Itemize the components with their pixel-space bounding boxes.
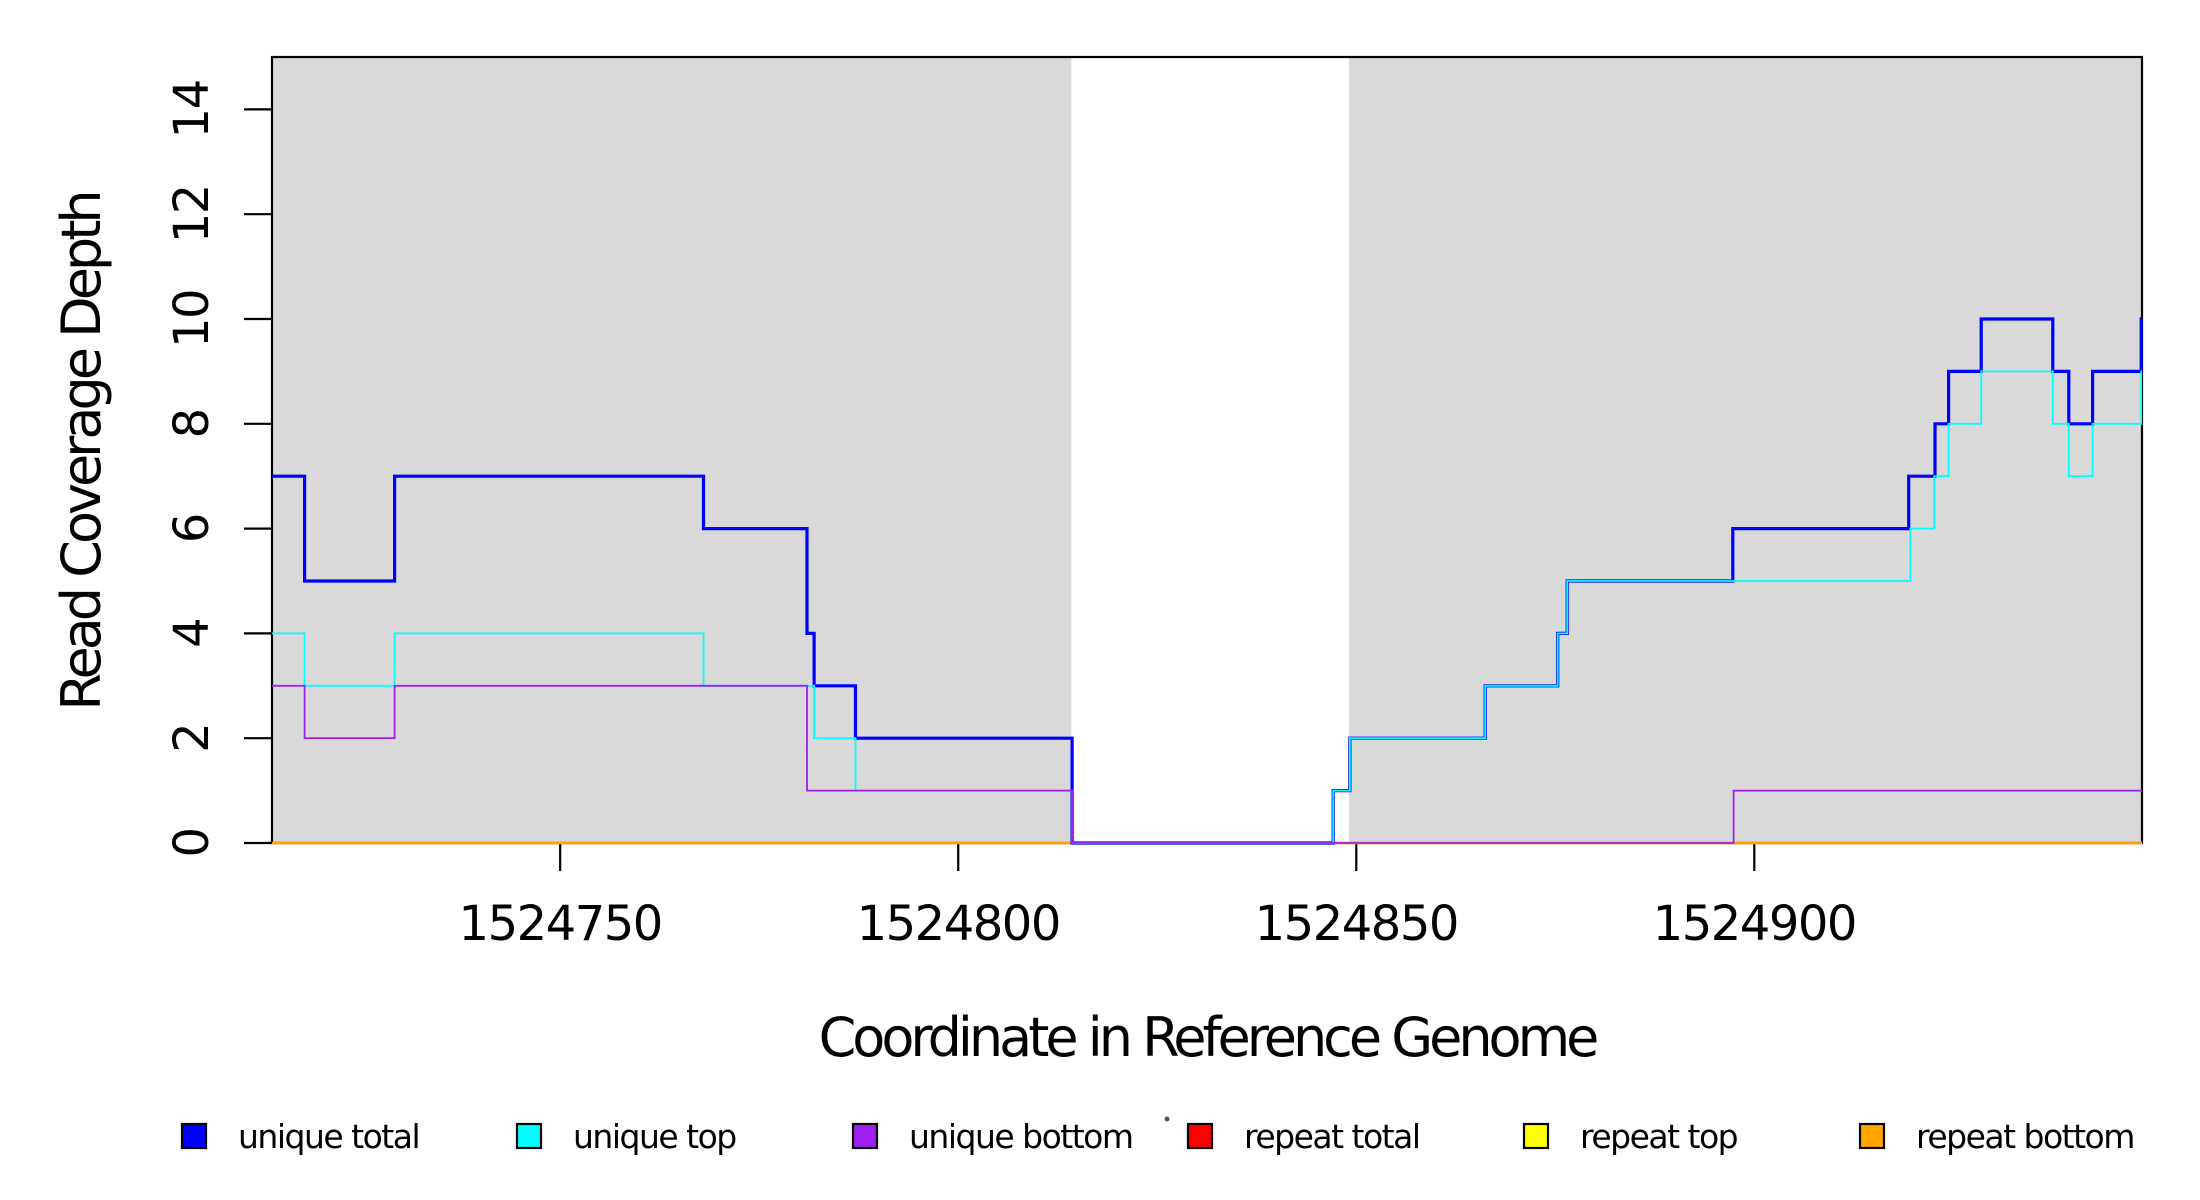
- legend-swatch-unique-top: [515, 1122, 543, 1150]
- y-axis: 0 2 4 6 8 10 12 14: [164, 80, 272, 858]
- series-line-unique-bottom: [272, 684, 2142, 844]
- legend-swatch-repeat-total: [1186, 1122, 1214, 1150]
- legend-swatch-unique-total: [180, 1122, 208, 1150]
- x-axis: 1524750 1524800 1524850 1524900: [459, 843, 1857, 952]
- y-tick-label: 2: [164, 724, 220, 753]
- legend-item-unique-total: unique total: [180, 1117, 421, 1156]
- legend-item-repeat-total: repeat total: [1186, 1117, 1421, 1156]
- legend-swatch-repeat-top: [1522, 1122, 1550, 1150]
- y-tick-label: 0: [164, 828, 220, 857]
- x-tick-label: 1524850: [1255, 896, 1458, 952]
- legend-swatch-repeat-bottom: [1858, 1122, 1886, 1150]
- y-tick-label: 14: [164, 80, 220, 138]
- legend-item-repeat-top: repeat top: [1522, 1117, 1739, 1156]
- y-tick-label: 10: [164, 290, 220, 348]
- legend-label-repeat-top: repeat top: [1580, 1117, 1738, 1156]
- y-tick-label: 6: [164, 514, 220, 543]
- legend-swatch-unique-bottom: [851, 1122, 879, 1150]
- y-axis-title: Read Coverage Depth: [50, 193, 113, 710]
- unique-region-right: [1349, 58, 2142, 843]
- shaded-regions-layer: [272, 58, 2142, 843]
- y-tick-label: 8: [164, 409, 220, 438]
- legend-label-repeat-bottom: repeat bottom: [1916, 1117, 2134, 1156]
- unique-region-left: [272, 58, 1072, 843]
- x-tick-label: 1524800: [857, 896, 1060, 952]
- x-axis-title: Coordinate in Reference Genome: [819, 1006, 1598, 1069]
- legend-label-unique-bottom: unique bottom: [909, 1117, 1133, 1156]
- legend-label-repeat-total: repeat total: [1244, 1117, 1420, 1156]
- legend-item-unique-bottom: unique bottom: [851, 1117, 1134, 1156]
- legend-item-repeat-bottom: repeat bottom: [1858, 1117, 2135, 1156]
- annotation-layer: [1164, 1116, 1170, 1122]
- legend: unique total unique top unique bottom repea…: [180, 1117, 2135, 1156]
- y-tick-label: 12: [164, 185, 220, 243]
- y-tick-label: 4: [164, 619, 220, 648]
- legend-label-unique-total: unique total: [238, 1117, 419, 1156]
- series-layer: [272, 317, 2143, 845]
- x-tick-label: 1524900: [1653, 896, 1856, 952]
- legend-item-unique-top: unique top: [515, 1117, 738, 1156]
- x-tick-label: 1524750: [459, 896, 662, 952]
- legend-label-unique-top: unique top: [573, 1117, 736, 1156]
- stray-dot: [1164, 1116, 1170, 1122]
